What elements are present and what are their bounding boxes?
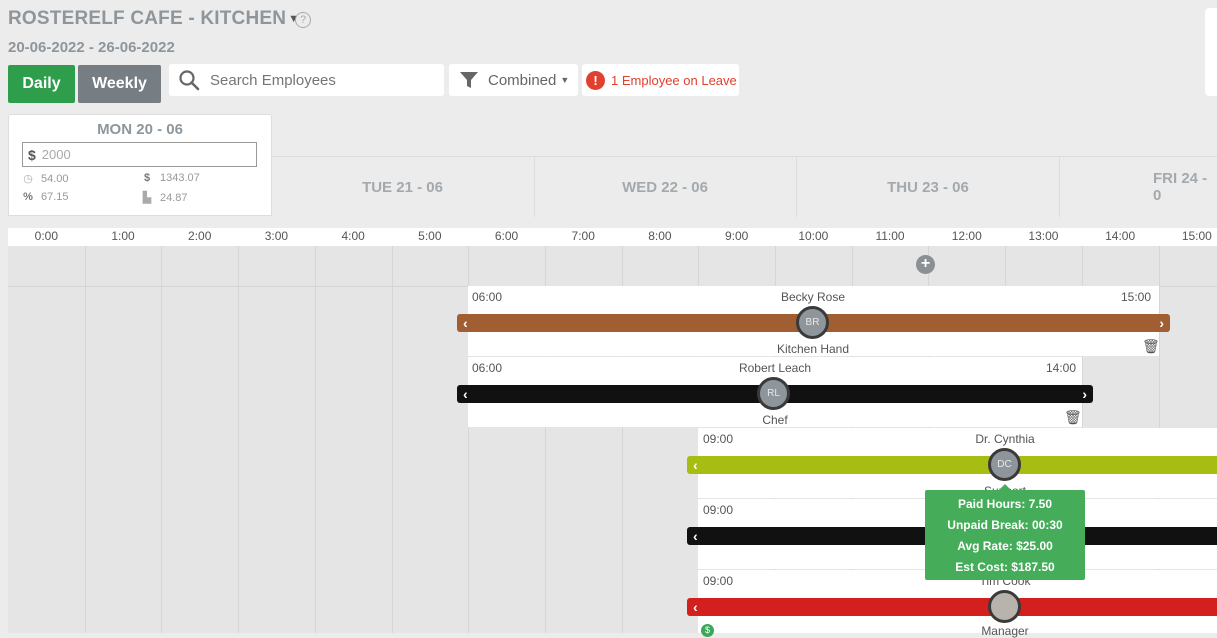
hours-stat: ◷54.00 [22,172,69,185]
day-header-thu[interactable]: THU 23 - 06 [797,156,1060,217]
filter-icon [458,69,480,91]
dollar-icon: $ [28,147,36,163]
filter-dropdown[interactable]: Combined ▼ [449,64,578,96]
chevron-right-icon[interactable]: › [1153,315,1170,331]
hour-label: 5:00 [392,229,469,243]
shift-role: Chef [675,413,875,427]
shift-start: 06:00 [472,290,502,304]
shift-employee-name: Dr. Cynthia [905,432,1105,446]
hour-label: 10:00 [775,229,852,243]
shift-bar[interactable]: ‹ [687,598,1217,616]
hour-label: 8:00 [622,229,699,243]
budget-field[interactable]: $ 2000 [22,142,257,167]
chevron-left-icon[interactable]: ‹ [457,315,474,331]
hour-label: 7:00 [545,229,622,243]
chevron-right-icon[interactable]: › [1076,386,1093,402]
chart-icon: ▙ [141,191,153,204]
hour-label: 9:00 [698,229,775,243]
hour-label: 0:00 [8,229,85,243]
hour-label: 1:00 [85,229,162,243]
hour-label: 3:00 [238,229,315,243]
shift-employee-name: Becky Rose [713,290,913,304]
hour-label: 2:00 [161,229,238,243]
day-header-wed[interactable]: WED 22 - 06 [534,156,797,217]
shift-start: 09:00 [703,574,733,588]
chevron-left-icon[interactable]: ‹ [687,528,704,544]
top-right-panel [1205,8,1217,96]
alert-icon: ! [586,71,605,90]
shift-tooltip: Paid Hours: 7.50 Unpaid Break: 00:30 Avg… [925,490,1085,580]
tooltip-avg-rate: Avg Rate: $25.00 [925,536,1085,557]
shift-start: 09:00 [703,503,733,517]
percent-stat: %67.15 [22,191,69,203]
search-box[interactable] [169,64,444,96]
add-icon[interactable]: + [916,255,935,274]
chevron-left-icon[interactable]: ‹ [457,386,474,402]
hour-label: 12:00 [928,229,1005,243]
shift-start: 06:00 [472,361,502,375]
page-title[interactable]: ROSTERELF CAFE - KITCHEN▼ [8,8,299,30]
hour-label: 13:00 [1005,229,1082,243]
tooltip-paid-hours: Paid Hours: 7.50 [925,494,1085,515]
shift-employee-name: Robert Leach [675,361,875,375]
hour-label: 11:00 [852,229,929,243]
hour-label: 6:00 [468,229,545,243]
search-icon [178,69,200,91]
search-input[interactable] [208,71,442,90]
dollar-icon: $ [141,172,153,184]
hour-label: 4:00 [315,229,392,243]
chevron-left-icon[interactable]: ‹ [687,599,704,615]
day-card-date: MON 20 - 06 [9,121,271,138]
trash-icon[interactable]: 🗑 [1064,409,1082,426]
help-icon[interactable]: ? [295,12,311,28]
hour-gridline [238,246,239,633]
shift-start: 09:00 [703,432,733,446]
leave-label: 1 Employee on Leave [611,73,737,88]
daily-button[interactable]: Daily [8,65,75,103]
chevron-left-icon[interactable]: ‹ [687,457,704,473]
tooltip-est-cost: Est Cost: $187.50 [925,557,1085,578]
hour-label: 15:00 [1159,229,1217,243]
percent-icon: % [22,191,34,203]
weekly-button[interactable]: Weekly [78,65,161,103]
avatar[interactable]: BR [796,306,829,339]
trash-icon[interactable]: 🗑 [1142,338,1160,355]
leave-alert[interactable]: ! 1 Employee on Leave [582,64,739,96]
day-header-fri[interactable]: FRI 24 - 0 [1060,156,1217,216]
avatar[interactable]: RL [757,377,790,410]
hour-label: 14:00 [1082,229,1159,243]
avatar-photo[interactable] [988,590,1021,623]
budget-value: 2000 [42,147,71,162]
clock-icon: ◷ [22,172,34,185]
rate-stat: ▙24.87 [141,191,188,204]
shift-role: Manager [905,624,1105,638]
shift-end: 14:00 [1046,361,1076,375]
hour-gridline [392,246,393,633]
shift-bar[interactable]: ‹ [687,456,1217,474]
avatar[interactable]: DC [988,448,1021,481]
cost-stat: $1343.07 [141,172,200,184]
tooltip-unpaid-break: Unpaid Break: 00:30 [925,515,1085,536]
hour-gridline [85,246,86,633]
shift-role: Kitchen Hand [713,342,913,356]
day-card-monday: MON 20 - 06 $ 2000 ◷54.00 $1343.07 %67.1… [8,114,272,216]
date-range: 20-06-2022 - 26-06-2022 [8,39,175,56]
chevron-down-icon: ▼ [560,75,569,85]
day-header-tue[interactable]: TUE 21 - 06 [271,156,535,217]
filter-label: Combined [488,72,556,89]
shift-end: 15:00 [1121,290,1151,304]
hour-gridline [315,246,316,633]
dollar-icon: $ [701,624,714,637]
hour-gridline [161,246,162,633]
